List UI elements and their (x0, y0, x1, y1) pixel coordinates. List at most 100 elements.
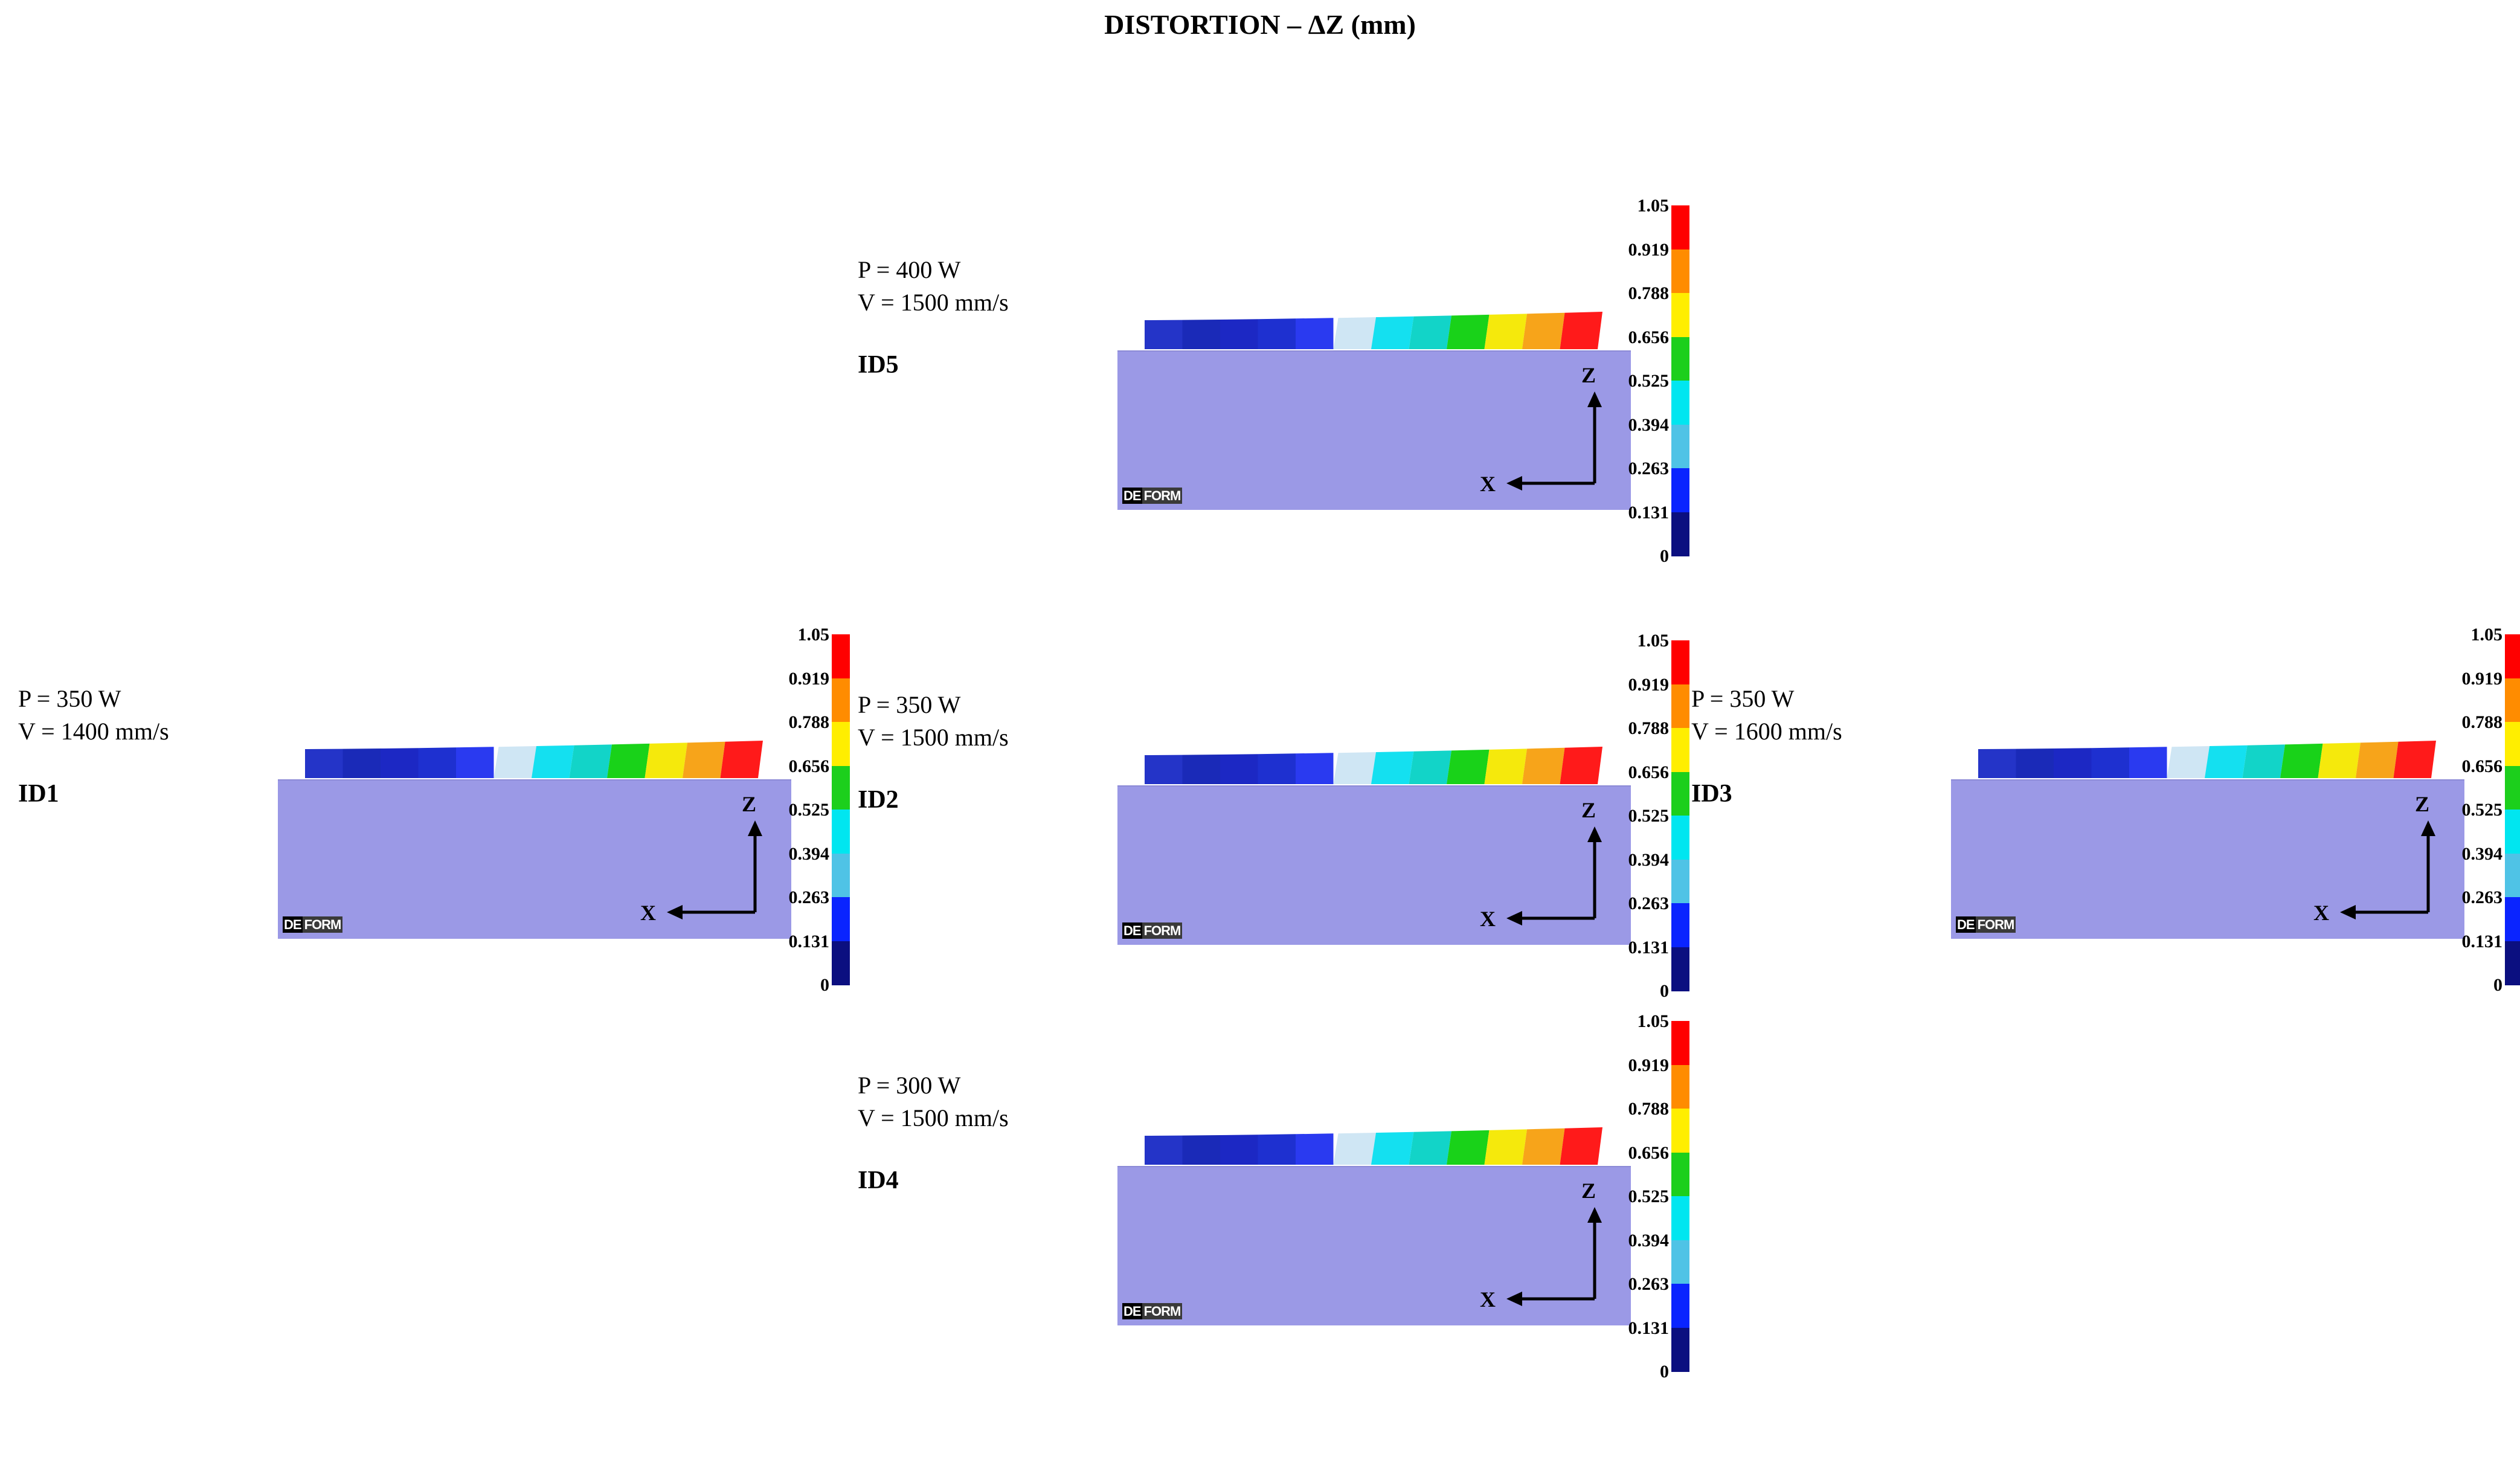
layer-segment (1371, 751, 1414, 784)
layer-segment (1182, 1135, 1220, 1165)
layer-segment (1522, 1128, 1565, 1165)
legend-color-segment (2505, 678, 2520, 723)
legend-tick-label: 0.788 (1628, 718, 1670, 738)
legend-tick-label: 0.263 (788, 887, 830, 907)
sample-id-label: ID2 (858, 786, 899, 814)
legend-tick-label: 0.656 (2461, 756, 2503, 776)
legend-color-segment (832, 897, 850, 942)
process-parameters: P = 300 W V = 1500 mm/s (858, 1069, 1009, 1135)
layer-segment (1978, 748, 2016, 778)
legend-color-segment (832, 722, 850, 767)
layer-segment (1296, 1133, 1334, 1165)
z-arrowhead-icon (1587, 826, 1602, 842)
legend-tick-label: 0 (2493, 975, 2502, 995)
legend-ticks: 1.05 0.919 0.788 0.656 0.525 0.394 0.263 0.131 0 (2431, 626, 2503, 994)
z-arrowhead-icon (1587, 391, 1602, 407)
sample-id-label: ID4 (858, 1167, 899, 1194)
legend-tick-label: 0.788 (1628, 283, 1670, 303)
layer-segment (1560, 747, 1602, 784)
process-parameters: P = 350 W V = 1400 mm/s (18, 683, 169, 748)
layer-segment (2091, 747, 2129, 778)
layer-segment (2205, 745, 2248, 778)
distorted-layer (305, 741, 763, 778)
legend-tick-label: 0.394 (788, 843, 830, 864)
simulation-view: DE FORM Z X (1117, 689, 1631, 945)
simulation-view: DE FORM Z X (1117, 1069, 1631, 1325)
layer-segment (418, 747, 456, 778)
layer-segment (532, 745, 574, 778)
legend-tick-label: 1.05 (1637, 196, 1670, 216)
legend-tick-label: 1.05 (1637, 631, 1670, 651)
layer-segment (1220, 319, 1258, 349)
legend-tick-label: 0.656 (1628, 1142, 1670, 1163)
legend-tick-label: 0.525 (1628, 1186, 1670, 1206)
sample-id-label: ID5 (858, 351, 899, 379)
legend-tick-label: 0.263 (1628, 1274, 1670, 1294)
layer-segment (1296, 753, 1334, 784)
deform-logo: DE FORM (1122, 488, 1183, 504)
legend-tick-label: 0.394 (2461, 843, 2503, 864)
scan-speed-label: V = 1500 mm/s (858, 724, 1009, 751)
legend-color-segment (1671, 1196, 1689, 1241)
legend-color-segment (2505, 634, 2520, 679)
legend-color-segment (1671, 249, 1689, 294)
legend-colorbar (1671, 640, 1689, 991)
legend-color-segment (2505, 765, 2520, 810)
panel-id3: P = 350 W V = 1600 mm/s ID3 DE FORM Z X 1… (1691, 626, 2520, 1081)
deform-logo: DE FORM (283, 916, 343, 933)
axis-triad (1506, 826, 1602, 926)
distorted-layer (1145, 747, 1602, 784)
layer-segment (1258, 1134, 1296, 1165)
x-arrowhead-icon (1506, 476, 1522, 491)
layer-segment (1560, 1127, 1602, 1165)
legend-color-segment (2505, 897, 2520, 942)
x-axis-label: X (1480, 1287, 1496, 1312)
color-legend: 1.05 0.919 0.788 0.656 0.525 0.394 0.263 0.131 0 (1598, 632, 1703, 1000)
legend-tick-label: 0.919 (1628, 674, 1670, 695)
layer-segment (1447, 1130, 1490, 1165)
legend-color-segment (1671, 468, 1689, 513)
simulation-view: DE FORM Z X (278, 683, 791, 939)
legend-color-segment (1671, 1021, 1689, 1066)
legend-tick-label: 0.263 (2461, 887, 2503, 907)
layer-segment (1296, 318, 1334, 349)
panel-id5: P = 400 W V = 1500 mm/s ID5 DE FORM Z X 1… (858, 197, 1703, 652)
legend-color-segment (1671, 381, 1689, 425)
scan-speed-label: V = 1500 mm/s (858, 289, 1009, 316)
x-axis-label: X (640, 901, 656, 925)
legend-color-segment (1671, 424, 1689, 469)
layer-segment (2280, 743, 2323, 778)
legend-colorbar (1671, 1021, 1689, 1372)
layer-segment (1145, 755, 1183, 784)
process-parameters: P = 350 W V = 1500 mm/s (858, 689, 1009, 754)
legend-color-segment (2505, 853, 2520, 898)
legend-tick-label: 0.788 (2461, 712, 2503, 732)
legend-tick-label: 0 (820, 975, 829, 995)
layer-segment (569, 744, 612, 778)
legend-tick-label: 0.788 (788, 712, 830, 732)
legend-color-segment (1671, 728, 1689, 773)
layer-segment (2016, 748, 2054, 778)
legend-color-segment (1671, 1327, 1689, 1372)
legend-color-segment (832, 678, 850, 723)
legend-tick-label: 0.919 (1628, 1055, 1670, 1075)
laser-power-label: P = 300 W (858, 1072, 961, 1099)
scan-speed-label: V = 1600 mm/s (1691, 718, 1842, 745)
layer-segment (342, 748, 381, 778)
z-axis-label: Z (2415, 792, 2430, 816)
layer-segment (1409, 315, 1451, 349)
legend-tick-label: 1.05 (2470, 625, 2503, 645)
z-axis-label: Z (1581, 798, 1596, 822)
legend-color-segment (1671, 512, 1689, 556)
layer-segment (381, 748, 419, 778)
legend-colorbar (1671, 205, 1689, 556)
process-parameters: P = 400 W V = 1500 mm/s (858, 254, 1009, 319)
z-arrowhead-icon (748, 820, 762, 836)
layer-segment (1371, 1132, 1414, 1165)
layer-segment (1182, 320, 1220, 349)
laser-power-label: P = 350 W (858, 691, 961, 718)
layer-segment (1447, 749, 1490, 784)
deform-logo: DE FORM (1122, 922, 1183, 939)
layer-segment (1182, 755, 1220, 784)
x-axis-label: X (1480, 472, 1496, 496)
